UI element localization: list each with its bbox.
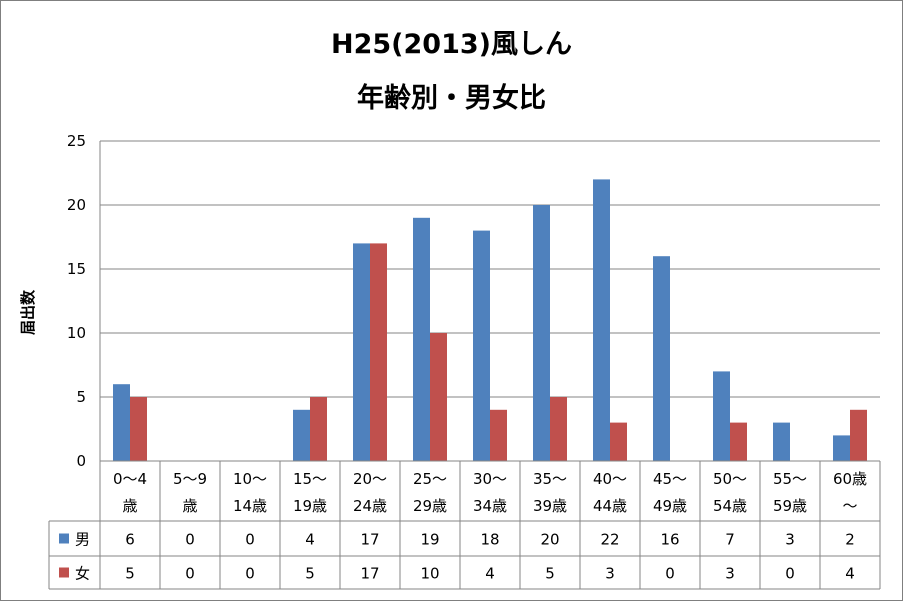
table-cell-value: 20 xyxy=(540,531,559,549)
table-cell-value: 4 xyxy=(845,565,855,583)
bar-male xyxy=(113,384,130,461)
table-cell-value: 0 xyxy=(785,565,795,583)
series-name: 男 xyxy=(75,531,90,549)
category-label: 49歳 xyxy=(653,497,687,515)
bar-male xyxy=(773,422,790,461)
bar-male xyxy=(353,243,370,461)
category-label: 59歳 xyxy=(773,497,807,515)
table-cell-value: 3 xyxy=(785,531,795,549)
bar-male xyxy=(593,179,610,461)
category-label: 14歳 xyxy=(233,497,267,515)
bar-male xyxy=(413,217,430,461)
category-label: 60歳 xyxy=(833,470,867,488)
table-cell-value: 22 xyxy=(600,531,619,549)
table-cell-value: 0 xyxy=(185,531,195,549)
bar-female xyxy=(490,409,507,461)
y-tick-label: 10 xyxy=(67,324,86,342)
table-cell-value: 3 xyxy=(725,565,735,583)
category-label: 15～ xyxy=(293,470,327,488)
bar-male xyxy=(713,371,730,461)
bar-male xyxy=(653,256,670,461)
category-label: 35～ xyxy=(533,470,567,488)
table-cell-value: 6 xyxy=(125,531,135,549)
bar-female xyxy=(370,243,387,461)
table-cell-value: 17 xyxy=(360,531,379,549)
category-label: 55～ xyxy=(773,470,807,488)
table-cell-value: 19 xyxy=(420,531,439,549)
legend-key-male xyxy=(59,533,69,544)
chart-title-line2: 年齢別・男女比 xyxy=(357,83,546,114)
category-label: 45～ xyxy=(653,470,687,488)
y-tick-label: 0 xyxy=(76,452,86,470)
series-name: 女 xyxy=(75,565,90,583)
category-label: 歳 xyxy=(182,497,197,515)
legend-key-female xyxy=(59,567,69,578)
bar-female xyxy=(610,422,627,461)
table-cell-value: 0 xyxy=(665,565,675,583)
bar-female xyxy=(130,397,147,461)
category-label: 19歳 xyxy=(293,497,327,515)
table-cell-value: 3 xyxy=(605,565,615,583)
table-cell-value: 0 xyxy=(245,565,255,583)
table-cell-value: 4 xyxy=(485,565,495,583)
bar-female xyxy=(310,397,327,461)
category-label: 10～ xyxy=(233,470,267,488)
table-cell-value: 5 xyxy=(545,565,555,583)
table-cell-value: 4 xyxy=(305,531,315,549)
category-label: 5～9 xyxy=(173,470,207,488)
table-cell-value: 5 xyxy=(305,565,315,583)
category-label: 30～ xyxy=(473,470,507,488)
bar-male xyxy=(293,409,310,461)
table-cell-value: 2 xyxy=(845,531,855,549)
y-tick-label: 20 xyxy=(67,196,86,214)
table-cell-value: 7 xyxy=(725,531,735,549)
table-cell-value: 0 xyxy=(245,531,255,549)
table-cell-value: 5 xyxy=(125,565,135,583)
bar-female xyxy=(850,409,867,461)
bar-male xyxy=(533,205,550,461)
category-label: 39歳 xyxy=(533,497,567,515)
bar-male xyxy=(473,230,490,461)
bar-female xyxy=(730,422,747,461)
category-label: 44歳 xyxy=(593,497,627,515)
bar-male xyxy=(833,435,850,461)
category-label: 20～ xyxy=(353,470,387,488)
category-label: 歳 xyxy=(122,497,137,515)
category-label: 34歳 xyxy=(473,497,507,515)
category-label: 25～ xyxy=(413,470,447,488)
category-label: 24歳 xyxy=(353,497,387,515)
table-cell-value: 16 xyxy=(660,531,679,549)
y-tick-label: 15 xyxy=(67,260,86,278)
bar-female xyxy=(550,397,567,461)
category-label: ～ xyxy=(842,497,857,515)
table-cell-value: 10 xyxy=(420,565,439,583)
y-tick-label: 25 xyxy=(67,132,86,150)
table-cell-value: 17 xyxy=(360,565,379,583)
table-cell-value: 0 xyxy=(185,565,195,583)
category-label: 0～4 xyxy=(113,470,147,488)
category-label: 50～ xyxy=(713,470,747,488)
category-label: 40～ xyxy=(593,470,627,488)
table-cell-value: 18 xyxy=(480,531,499,549)
bar-female xyxy=(430,333,447,461)
y-tick-label: 5 xyxy=(76,388,86,406)
category-label: 29歳 xyxy=(413,497,447,515)
category-label: 54歳 xyxy=(713,497,747,515)
chart-title-line1: H25(2013)風しん xyxy=(331,29,572,60)
